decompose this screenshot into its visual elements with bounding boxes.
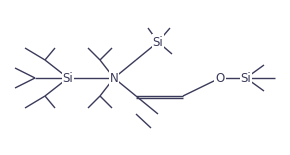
Text: Si: Si bbox=[63, 71, 73, 84]
Text: Si: Si bbox=[153, 35, 163, 49]
Text: O: O bbox=[215, 71, 225, 84]
Text: N: N bbox=[110, 71, 118, 84]
Text: Si: Si bbox=[241, 71, 251, 84]
